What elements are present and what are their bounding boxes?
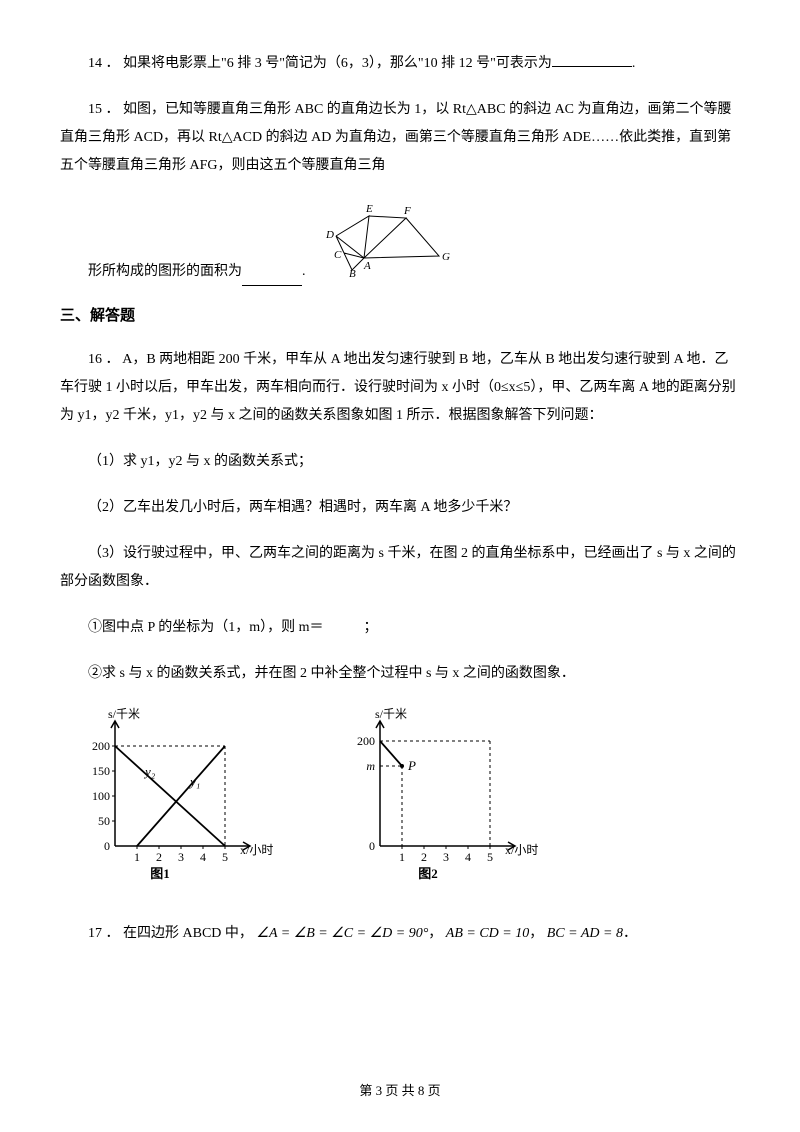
svg-text:E: E <box>365 203 373 215</box>
q15-text1: 15 ． 如图，已知等腰直角三角形 ABC 的直角边长为 1，以 Rt△ABC … <box>60 102 732 173</box>
svg-text:100: 100 <box>92 789 110 803</box>
q17-suffix: ． <box>623 926 637 941</box>
q15-text2-suffix: . <box>302 258 306 286</box>
chart1-xlabel: x/小时 <box>240 843 273 857</box>
q15-text2-prefix: 形所构成的图形的面积为 <box>60 258 242 286</box>
chart-1: s/千米 x/小时 0 50 100 150 200 <box>80 706 280 889</box>
q17-prefix: 17 ． 在四边形 ABCD 中， <box>88 926 253 941</box>
chart1-ylabel: s/千米 <box>108 707 140 721</box>
question-14: 14 ． 如果将电影票上"6 排 3 号"简记为（6，3），那么"10 排 12… <box>60 50 740 78</box>
q17-math1: ∠A = ∠B = ∠C = ∠D = 90° <box>256 926 428 941</box>
svg-text:5: 5 <box>487 850 493 864</box>
svg-text:m: m <box>366 759 375 773</box>
svg-text:D: D <box>325 229 334 241</box>
svg-text:4: 4 <box>200 850 206 864</box>
q14-text: 14 ． 如果将电影票上"6 排 3 号"简记为（6，3），那么"10 排 12… <box>88 56 552 71</box>
svg-text:P: P <box>407 758 416 773</box>
question-17: 17 ． 在四边形 ABCD 中， ∠A = ∠B = ∠C = ∠D = 90… <box>60 920 740 948</box>
svg-text:F: F <box>403 205 411 217</box>
svg-text:2: 2 <box>421 850 427 864</box>
charts-row: s/千米 x/小时 0 50 100 150 200 <box>80 706 740 889</box>
page-footer: 第 3 页 共 8 页 <box>0 1081 800 1102</box>
svg-text:50: 50 <box>98 814 110 828</box>
svg-text:0: 0 <box>104 839 110 853</box>
svg-text:150: 150 <box>92 764 110 778</box>
chart-2: s/千米 x/小时 0 m 200 1 2 3 4 5 <box>340 706 550 889</box>
svg-text:5: 5 <box>222 850 228 864</box>
svg-text:0: 0 <box>369 839 375 853</box>
svg-text:y₂: y₂ <box>143 764 156 779</box>
svg-text:y₁: y₁ <box>188 774 200 789</box>
question-16-intro: 16 ． A，B 两地相距 200 千米，甲车从 A 地出发匀速行驶到 B 地，… <box>60 346 740 430</box>
svg-text:1: 1 <box>399 850 405 864</box>
svg-text:200: 200 <box>92 739 110 753</box>
q17-math2: AB = CD = 10 <box>446 926 529 941</box>
svg-text:G: G <box>442 251 450 263</box>
q16-p3a-text: ①图中点 P 的坐标为（1，m），则 m＝ <box>88 620 324 635</box>
chart1-caption: 图1 <box>150 866 170 881</box>
chart2-caption: 图2 <box>418 866 438 881</box>
svg-text:4: 4 <box>465 850 471 864</box>
chart2-ylabel: s/千米 <box>375 707 407 721</box>
svg-text:3: 3 <box>443 850 449 864</box>
q14-suffix: . <box>632 56 636 71</box>
q16-p3a-suffix: ； <box>364 620 378 635</box>
svg-text:B: B <box>349 268 356 278</box>
chart2-xlabel: x/小时 <box>505 843 538 857</box>
svg-text:C: C <box>334 249 342 261</box>
q14-blank <box>552 53 632 67</box>
svg-text:2: 2 <box>156 850 162 864</box>
question-16-p2: （2）乙车出发几小时后，两车相遇？相遇时，两车离 A 地多少千米？ <box>60 494 740 522</box>
question-16-p1: （1）求 y1，y2 与 x 的函数关系式； <box>60 448 740 476</box>
q17-math3: BC = AD = 8 <box>547 926 623 941</box>
question-15-line2-row: 形所构成的图形的面积为. B C A D E F G <box>60 198 740 286</box>
q15-blank <box>242 272 302 286</box>
svg-text:1: 1 <box>134 850 140 864</box>
svg-text:3: 3 <box>178 850 184 864</box>
question-16-p3a: ①图中点 P 的坐标为（1，m），则 m＝ ； <box>60 614 740 642</box>
svg-text:A: A <box>363 260 371 272</box>
question-16-p3b: ②求 s 与 x 的函数关系式，并在图 2 中补全整个过程中 s 与 x 之间的… <box>60 660 740 688</box>
section-3-title: 三、解答题 <box>60 304 740 328</box>
svg-text:200: 200 <box>357 734 375 748</box>
q17-sep1: ， <box>428 926 442 941</box>
q15-figure: B C A D E F G <box>314 198 459 286</box>
question-15-line1: 15 ． 如图，已知等腰直角三角形 ABC 的直角边长为 1，以 Rt△ABC … <box>60 96 740 180</box>
question-16-p3: （3）设行驶过程中，甲、乙两车之间的距离为 s 千米，在图 2 的直角坐标系中，… <box>60 540 740 596</box>
q17-sep2: ， <box>529 926 543 941</box>
